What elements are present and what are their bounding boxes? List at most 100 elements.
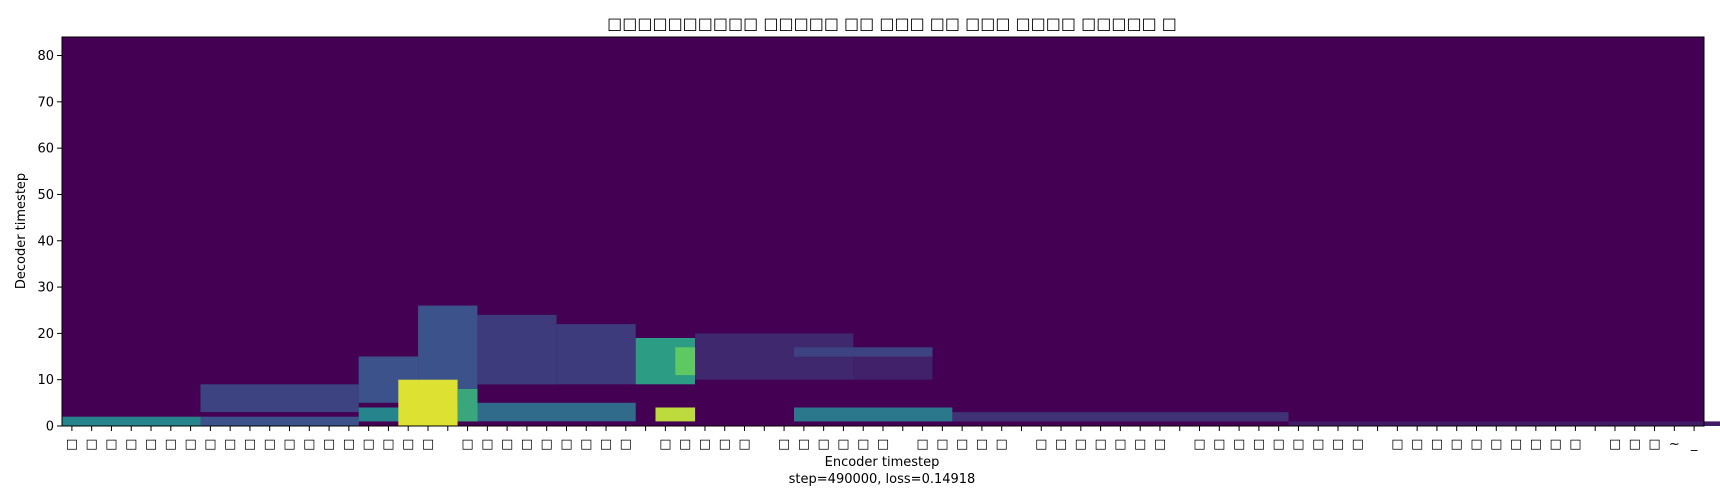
x-tick-label: _ bbox=[1690, 437, 1698, 452]
x-tick-label: □ bbox=[1451, 437, 1463, 452]
y-tick-label: 80 bbox=[37, 49, 54, 64]
x-tick-label: □ bbox=[1411, 437, 1423, 452]
heatmap-cell bbox=[457, 389, 478, 422]
heatmap-cell bbox=[794, 347, 933, 357]
x-tick-label: □ bbox=[303, 437, 315, 452]
x-tick-label: □ bbox=[877, 437, 889, 452]
x-tick-label: □ bbox=[778, 437, 790, 452]
y-tick-label: 30 bbox=[37, 281, 54, 296]
heatmap-cell bbox=[398, 379, 458, 426]
x-tick-label: □ bbox=[1332, 437, 1344, 452]
x-tick-label: □ bbox=[1055, 437, 1067, 452]
heatmap-cell bbox=[1288, 421, 1720, 426]
x-tick-label: □ bbox=[1154, 437, 1166, 452]
x-tick-label: □ bbox=[976, 437, 988, 452]
x-tick-label: □ bbox=[916, 437, 928, 452]
x-tick-label: ~ bbox=[1669, 437, 1680, 452]
x-tick-label: □ bbox=[1530, 437, 1542, 452]
x-tick-label: □ bbox=[1253, 437, 1265, 452]
chart-title: □□□□□□□□□□ □□□□□ □□ □□□ □□ □□□ □□□□ □□□□… bbox=[607, 14, 1177, 33]
x-tick-label: □ bbox=[402, 437, 414, 452]
x-tick-label: □ bbox=[481, 437, 493, 452]
x-tick-label: □ bbox=[560, 437, 572, 452]
heatmap-cell bbox=[418, 305, 478, 389]
x-tick-label: □ bbox=[996, 437, 1008, 452]
x-tick-label: □ bbox=[501, 437, 513, 452]
x-tick-label: □ bbox=[1134, 437, 1146, 452]
x-tick-label: □ bbox=[1549, 437, 1561, 452]
x-tick-label: □ bbox=[422, 437, 434, 452]
heatmap-cell bbox=[655, 407, 696, 422]
x-tick-label: □ bbox=[659, 437, 671, 452]
x-tick-label: □ bbox=[1035, 437, 1047, 452]
x-tick-label: □ bbox=[541, 437, 553, 452]
x-tick-label: □ bbox=[184, 437, 196, 452]
x-tick-label: □ bbox=[1431, 437, 1443, 452]
heatmap-cell bbox=[794, 407, 953, 422]
x-tick-label: □ bbox=[600, 437, 612, 452]
x-axis-label: Encoder timestep bbox=[825, 455, 940, 470]
y-tick-label: 50 bbox=[37, 188, 54, 203]
x-tick-label: □ bbox=[224, 437, 236, 452]
x-tick-label: □ bbox=[382, 437, 394, 452]
heatmap-cell bbox=[477, 314, 557, 385]
x-tick-label: □ bbox=[1094, 437, 1106, 452]
x-tick-label: □ bbox=[818, 437, 830, 452]
heatmap-cell bbox=[556, 324, 636, 385]
y-tick-label: 0 bbox=[46, 420, 54, 435]
y-tick-label: 20 bbox=[37, 327, 54, 342]
heatmap-cell bbox=[675, 347, 696, 376]
x-tick-label: □ bbox=[1391, 437, 1403, 452]
x-tick-label: □ bbox=[66, 437, 78, 452]
x-tick-label: □ bbox=[125, 437, 137, 452]
x-tick-label: □ bbox=[1075, 437, 1087, 452]
x-tick-label: □ bbox=[343, 437, 355, 452]
x-tick-label: □ bbox=[1114, 437, 1126, 452]
x-tick-label: □ bbox=[145, 437, 157, 452]
heatmap-cells bbox=[62, 37, 1720, 426]
x-axis-ticks: □ □ □ □ □ □ □ □ □ □ □ □ □ □ □ □ □ □ □ □ □ □ □ □ □ □ □ □ □ □ □ □ □ □ □ □ □… bbox=[66, 426, 1698, 452]
x-tick-label: □ bbox=[165, 437, 177, 452]
x-tick-label: □ bbox=[1233, 437, 1245, 452]
x-tick-label: □ bbox=[204, 437, 216, 452]
x-tick-label: □ bbox=[244, 437, 256, 452]
step-loss-caption: step=490000, loss=0.14918 bbox=[789, 472, 976, 487]
x-tick-label: □ bbox=[1510, 437, 1522, 452]
x-tick-label: □ bbox=[1352, 437, 1364, 452]
x-tick-label: □ bbox=[1312, 437, 1324, 452]
y-axis-label: Decoder timestep bbox=[14, 173, 29, 289]
x-tick-label: □ bbox=[362, 437, 374, 452]
x-tick-label: □ bbox=[521, 437, 533, 452]
x-tick-label: □ bbox=[798, 437, 810, 452]
y-axis-ticks: 0 10 20 30 40 50 60 70 80 bbox=[37, 49, 62, 435]
x-tick-label: □ bbox=[699, 437, 711, 452]
heatmap-cell bbox=[200, 416, 359, 426]
x-tick-label: □ bbox=[580, 437, 592, 452]
x-tick-label: □ bbox=[1569, 437, 1581, 452]
x-tick-label: □ bbox=[620, 437, 632, 452]
x-tick-label: □ bbox=[86, 437, 98, 452]
x-tick-label: □ bbox=[323, 437, 335, 452]
heatmap-cell bbox=[457, 402, 636, 422]
x-tick-label: □ bbox=[1213, 437, 1225, 452]
x-tick-label: □ bbox=[857, 437, 869, 452]
x-tick-label: □ bbox=[837, 437, 849, 452]
x-tick-label: □ bbox=[283, 437, 295, 452]
x-tick-label: □ bbox=[719, 437, 731, 452]
y-tick-label: 60 bbox=[37, 142, 54, 157]
y-tick-label: 70 bbox=[37, 95, 54, 110]
x-tick-label: □ bbox=[1629, 437, 1641, 452]
y-tick-label: 10 bbox=[37, 373, 54, 388]
x-tick-label: □ bbox=[461, 437, 473, 452]
x-tick-label: □ bbox=[738, 437, 750, 452]
heatmap-cell bbox=[200, 384, 359, 413]
x-tick-label: □ bbox=[264, 437, 276, 452]
x-tick-label: □ bbox=[1609, 437, 1621, 452]
x-tick-label: □ bbox=[105, 437, 117, 452]
y-tick-label: 40 bbox=[37, 234, 54, 249]
x-tick-label: □ bbox=[1292, 437, 1304, 452]
x-tick-label: □ bbox=[679, 437, 691, 452]
x-tick-label: □ bbox=[1273, 437, 1285, 452]
